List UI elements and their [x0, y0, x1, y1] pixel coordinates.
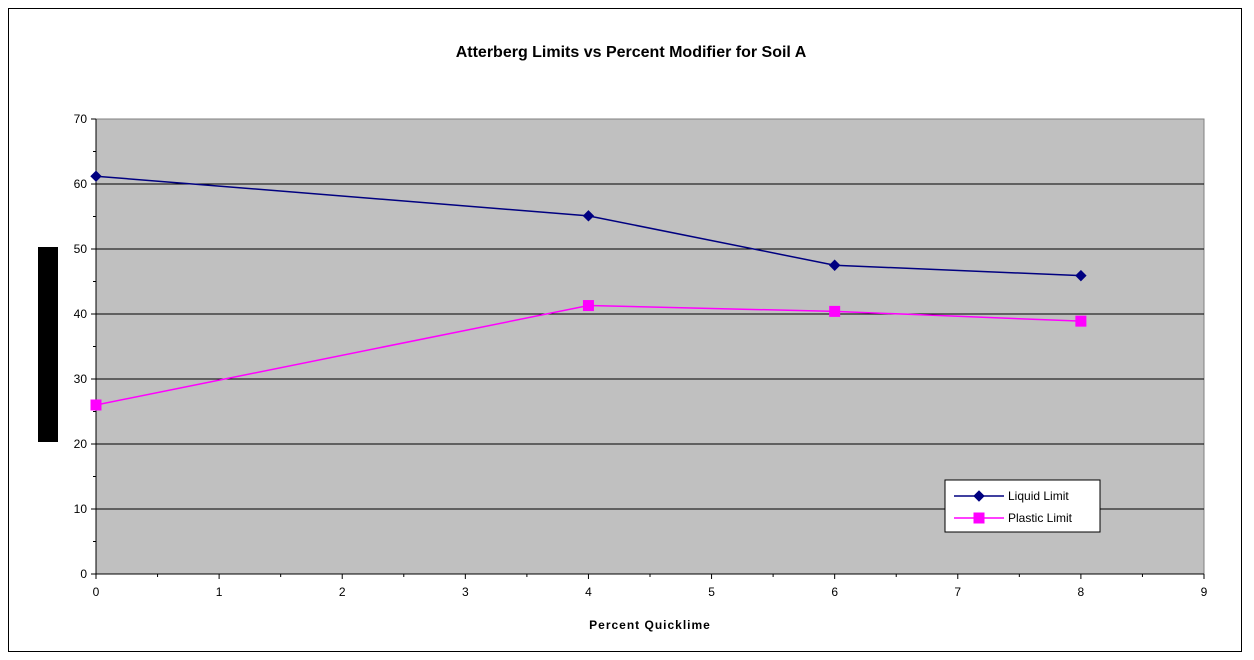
legend: Liquid Limit Plastic Limit — [944, 479, 1101, 533]
data-point-liquid-limit — [90, 170, 102, 182]
y-axis-title-block — [38, 247, 58, 442]
x-tick-label: 7 — [954, 585, 961, 599]
y-tick-label: 10 — [74, 502, 88, 516]
y-tick-label: 60 — [74, 177, 88, 191]
chart-frame: Atterberg Limits vs Percent Modifier for… — [8, 8, 1242, 652]
legend-marker-plastic-limit — [973, 512, 985, 524]
legend-marker-liquid-limit — [973, 490, 985, 502]
x-tick-label: 5 — [708, 585, 715, 599]
legend-box — [944, 479, 1101, 533]
x-tick-label: 6 — [831, 585, 838, 599]
chart-svg: Atterberg Limits vs Percent Modifier for… — [38, 44, 1208, 632]
series-layer — [90, 170, 1087, 411]
series-line-liquid-limit — [95, 175, 1081, 277]
data-point-liquid-limit — [582, 210, 595, 222]
y-tick-label: 0 — [80, 567, 87, 581]
x-tick-label: 4 — [585, 585, 592, 599]
x-tick-label: 3 — [462, 585, 469, 599]
x-axis-title: Percent Quicklime — [589, 618, 711, 632]
x-tick-label: 0 — [93, 585, 100, 599]
x-tick-label: 9 — [1201, 585, 1208, 599]
chart-title: Atterberg Limits vs Percent Modifier for… — [456, 44, 807, 61]
x-tick-label: 1 — [216, 585, 223, 599]
x-tick-label: 8 — [1078, 585, 1085, 599]
y-tick-label: 40 — [74, 307, 88, 321]
axes: 0 10 20 30 40 50 60 70 0 1 2 3 4 5 6 7 8 9 — [74, 112, 1208, 599]
y-tick-label: 50 — [74, 242, 88, 256]
data-point-plastic-limit — [582, 300, 594, 312]
y-tick-label: 20 — [74, 437, 88, 451]
data-point-liquid-limit — [828, 259, 841, 271]
series-line-plastic-limit — [95, 304, 1081, 406]
data-point-plastic-limit — [1075, 315, 1087, 327]
legend-label-plastic-limit: Plastic Limit — [1008, 511, 1073, 525]
x-tick-label: 2 — [339, 585, 346, 599]
y-tick-label: 30 — [74, 372, 88, 386]
y-tick-label: 70 — [74, 112, 88, 126]
legend-label-liquid-limit: Liquid Limit — [1008, 489, 1069, 503]
data-point-plastic-limit — [829, 305, 841, 317]
data-point-plastic-limit — [90, 399, 102, 411]
data-point-liquid-limit — [1075, 269, 1087, 282]
